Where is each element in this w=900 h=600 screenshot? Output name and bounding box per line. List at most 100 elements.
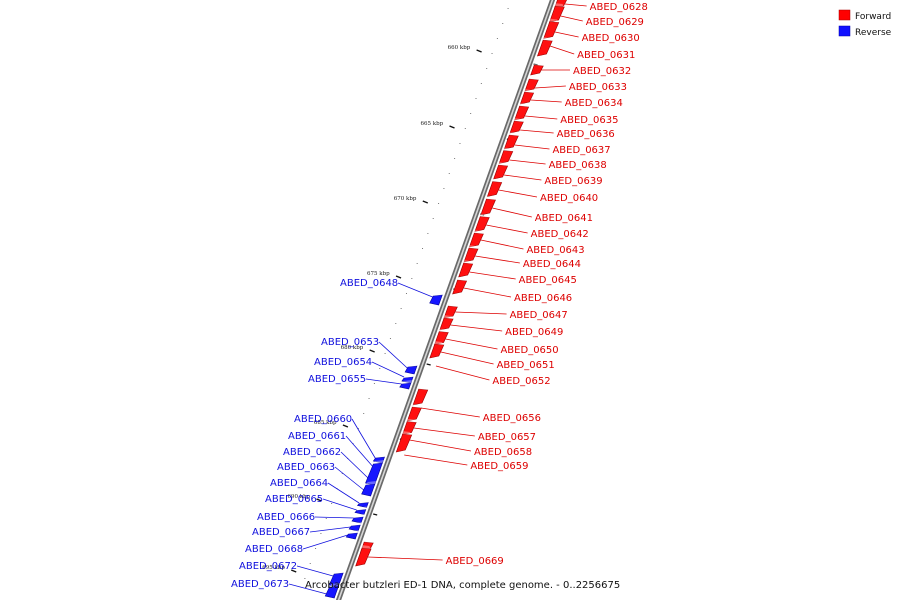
forward-gene-label[interactable]: ABED_0634 xyxy=(565,98,623,109)
reverse-gene-label[interactable]: ABED_0663 xyxy=(277,462,335,473)
ruler-minor-mark xyxy=(426,363,431,366)
ruler-dot xyxy=(454,158,456,159)
forward-gene-feature xyxy=(443,305,458,319)
gene-bevel xyxy=(502,147,513,152)
forward-gene-label[interactable]: ABED_0643 xyxy=(526,245,584,256)
forward-gene-label[interactable]: ABED_0645 xyxy=(519,275,577,286)
forward-gene-leader xyxy=(530,99,562,103)
forward-gene-label[interactable]: ABED_0640 xyxy=(540,193,598,204)
dna-backbone-highlight xyxy=(337,0,554,600)
reverse-gene-label[interactable]: ABED_0668 xyxy=(245,544,303,555)
reverse-gene-label[interactable]: ABED_0667 xyxy=(252,527,310,538)
ruler-tick xyxy=(476,49,482,53)
ruler-dot xyxy=(368,398,370,399)
forward-gene-label[interactable]: ABED_0636 xyxy=(557,129,615,140)
forward-gene-feature xyxy=(549,5,565,23)
forward-gene-feature xyxy=(439,317,454,331)
reverse-gene-feature xyxy=(356,502,369,508)
forward-gene-label[interactable]: ABED_0632 xyxy=(573,66,631,77)
legend-reverse-label: Reverse xyxy=(855,28,892,38)
reverse-gene-label[interactable]: ABED_0653 xyxy=(321,337,379,348)
forward-gene-label[interactable]: ABED_0656 xyxy=(483,413,541,424)
ruler-dot xyxy=(400,308,402,309)
ruler-dot xyxy=(432,218,434,219)
forward-gene-leader xyxy=(455,311,507,315)
forward-gene-leader xyxy=(535,85,566,89)
forward-gene-feature xyxy=(434,331,449,345)
ruler-dot xyxy=(341,473,343,474)
forward-gene-label[interactable]: ABED_0659 xyxy=(470,461,528,472)
reverse-gene-label[interactable]: ABED_0665 xyxy=(265,494,323,505)
forward-gene-leader xyxy=(564,3,587,7)
forward-gene-feature xyxy=(509,120,524,134)
gene-bevel xyxy=(401,380,413,384)
forward-gene-label[interactable]: ABED_0651 xyxy=(497,360,555,371)
forward-gene-label[interactable]: ABED_0630 xyxy=(582,33,640,44)
reverse-gene-label[interactable]: ABED_0673 xyxy=(231,579,289,590)
ruler-dot xyxy=(331,503,333,504)
forward-gene-label[interactable]: ABED_0646 xyxy=(514,293,572,304)
gene-bevel xyxy=(348,530,359,534)
forward-gene-label[interactable]: ABED_0639 xyxy=(544,176,602,187)
ruler-dot xyxy=(304,578,306,579)
genome-caption: Arcobacter butzleri ED-1 DNA, complete g… xyxy=(305,580,620,591)
reverse-gene-feature xyxy=(324,585,339,599)
reverse-gene-label[interactable]: ABED_0660 xyxy=(294,414,352,425)
forward-gene-label[interactable]: ABED_0628 xyxy=(590,2,648,13)
gene-bevel xyxy=(365,481,377,485)
reverse-gene-label[interactable]: ABED_0664 xyxy=(270,478,328,489)
reverse-gene-label[interactable]: ABED_0666 xyxy=(257,512,315,523)
forward-gene-label[interactable]: ABED_0633 xyxy=(569,82,627,93)
forward-gene-leader xyxy=(409,439,472,452)
forward-gene-leader xyxy=(420,407,480,418)
forward-gene-label[interactable]: ABED_0657 xyxy=(478,432,536,443)
forward-gene-label[interactable]: ABED_0635 xyxy=(560,115,618,126)
ruler-tick xyxy=(342,424,349,428)
ruler-tick-label: 660 kbp xyxy=(448,45,471,51)
gene-bevel xyxy=(359,499,370,504)
forward-gene-leader xyxy=(498,189,538,198)
gene-bevel xyxy=(375,454,386,458)
forward-gene-label[interactable]: ABED_0647 xyxy=(510,310,568,321)
forward-gene-leader xyxy=(463,287,512,298)
forward-gene-label[interactable]: ABED_0642 xyxy=(531,229,589,240)
forward-gene-feature xyxy=(406,406,422,422)
gene-bevel xyxy=(401,431,412,435)
reverse-gene-leader xyxy=(322,498,357,511)
reverse-gene-leader xyxy=(296,565,334,577)
forward-gene-leader xyxy=(480,239,524,250)
reverse-gene-label[interactable]: ABED_0655 xyxy=(308,374,366,385)
forward-gene-label[interactable]: ABED_0650 xyxy=(500,345,558,356)
reverse-gene-label[interactable]: ABED_0672 xyxy=(239,561,297,572)
forward-gene-label[interactable]: ABED_0641 xyxy=(535,213,593,224)
reverse-gene-label[interactable]: ABED_0662 xyxy=(283,447,341,458)
forward-gene-feature xyxy=(463,247,479,263)
reverse-gene-feature xyxy=(399,382,412,390)
forward-gene-label[interactable]: ABED_0649 xyxy=(505,327,563,338)
forward-gene-label[interactable]: ABED_0637 xyxy=(552,145,610,156)
reverse-gene-label[interactable]: ABED_0661 xyxy=(288,431,346,442)
forward-gene-leader xyxy=(475,255,520,264)
ruler-tick xyxy=(395,275,402,279)
forward-gene-label[interactable]: ABED_0644 xyxy=(523,259,581,270)
forward-gene-label[interactable]: ABED_0652 xyxy=(492,376,550,387)
ruler-minor-mark xyxy=(533,63,538,66)
forward-gene-label[interactable]: ABED_0629 xyxy=(586,17,644,28)
forward-gene-label[interactable]: ABED_0669 xyxy=(446,556,504,567)
forward-gene-leader xyxy=(549,45,575,55)
ruler-dot xyxy=(464,128,466,129)
forward-gene-label[interactable]: ABED_0631 xyxy=(577,50,635,61)
gene-bevel xyxy=(467,245,479,249)
reverse-gene-feature xyxy=(404,365,418,375)
forward-gene-label[interactable]: ABED_0658 xyxy=(474,447,532,458)
ruler-dot xyxy=(384,353,386,354)
forward-gene-leader xyxy=(435,365,490,381)
reverse-gene-label[interactable]: ABED_0654 xyxy=(314,357,372,368)
forward-gene-label[interactable]: ABED_0638 xyxy=(549,160,607,171)
ruler-dot xyxy=(470,113,472,114)
forward-gene-leader xyxy=(445,338,498,350)
ruler-dot xyxy=(363,413,365,414)
gene-bevel xyxy=(356,506,368,511)
reverse-gene-label[interactable]: ABED_0648 xyxy=(340,278,398,289)
